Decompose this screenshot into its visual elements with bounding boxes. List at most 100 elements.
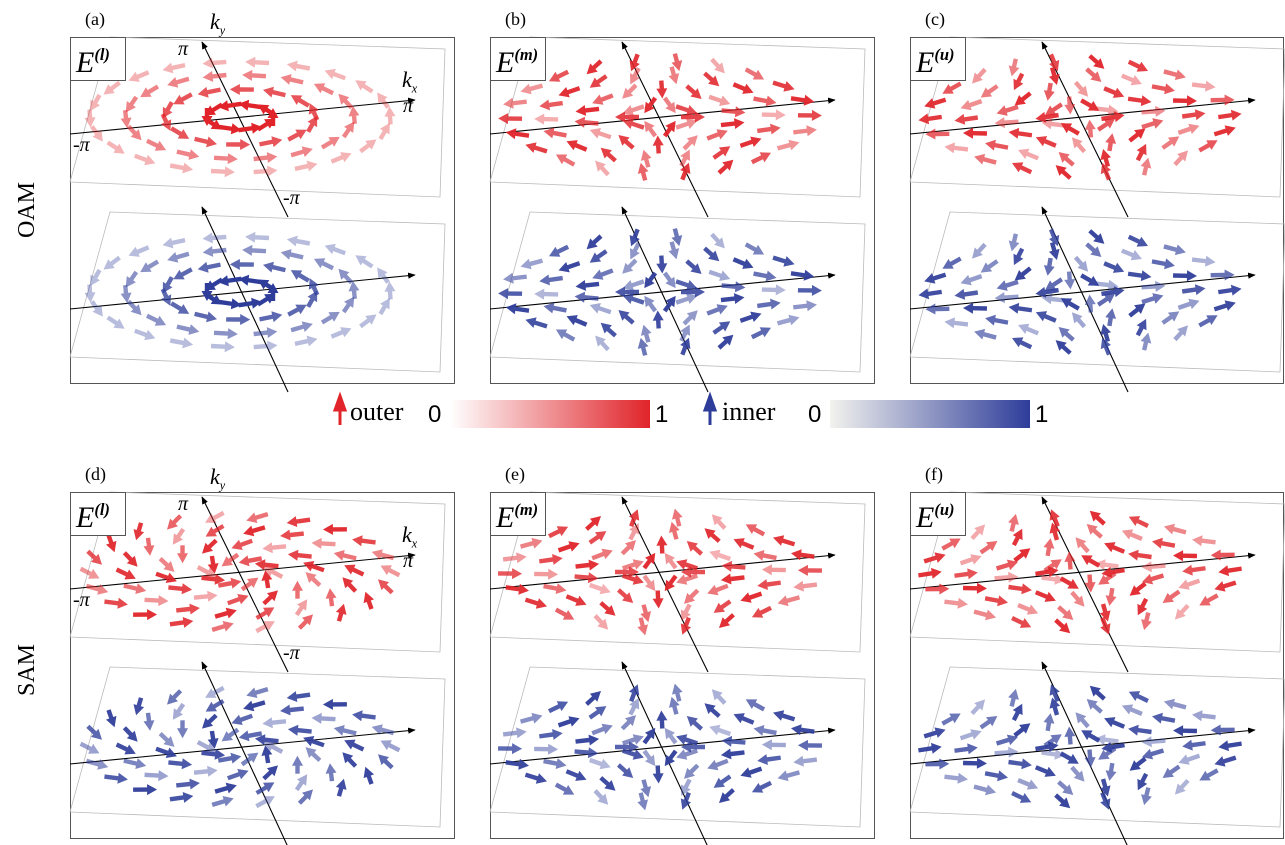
arrow xyxy=(144,770,168,781)
panel-label: (e) xyxy=(505,464,525,485)
arrow xyxy=(740,137,762,148)
arrow xyxy=(159,557,175,572)
arrow xyxy=(1013,723,1030,737)
arrow xyxy=(944,773,968,784)
arrow xyxy=(336,779,347,797)
arrow xyxy=(163,63,186,74)
arrow xyxy=(1141,333,1152,351)
arrow xyxy=(1060,751,1079,763)
arrow xyxy=(355,255,373,268)
arrow xyxy=(288,550,312,561)
arrow xyxy=(773,535,795,546)
arrow xyxy=(1214,300,1236,311)
arrow xyxy=(239,275,263,286)
arrow xyxy=(592,93,613,104)
arrow xyxy=(116,568,136,580)
arrow xyxy=(719,613,735,628)
arrow xyxy=(798,565,822,576)
arrow xyxy=(622,259,637,274)
arrow xyxy=(653,136,664,154)
arrow xyxy=(974,329,997,340)
arrow xyxy=(1060,576,1079,588)
arrow xyxy=(590,128,612,139)
arrow xyxy=(194,137,217,148)
energy-label-base: E xyxy=(915,501,934,534)
arrow xyxy=(924,727,946,738)
arrow xyxy=(656,536,667,554)
arrow xyxy=(918,568,942,579)
arrow xyxy=(941,714,960,726)
arrow xyxy=(1142,561,1166,572)
arrow xyxy=(1121,74,1142,86)
arrow xyxy=(594,614,609,630)
arrow xyxy=(378,579,394,594)
arrow xyxy=(1087,699,1103,714)
arrow xyxy=(960,729,982,740)
legend-arrow xyxy=(335,396,345,425)
arrow xyxy=(336,604,347,622)
arrow xyxy=(1192,535,1216,546)
arrow xyxy=(733,257,754,269)
arrow xyxy=(1044,83,1055,101)
arrow xyxy=(203,246,227,257)
arrow xyxy=(707,584,728,596)
arrow xyxy=(295,774,307,791)
arrow xyxy=(1054,618,1070,633)
energy-label-base: E xyxy=(915,46,934,79)
arrow xyxy=(656,711,667,729)
energy-label-script: (m) xyxy=(514,45,538,64)
arrow xyxy=(342,577,357,593)
arrow xyxy=(144,595,168,606)
arrow xyxy=(215,608,237,619)
arrow xyxy=(558,541,580,552)
arrow xyxy=(981,259,999,272)
arrow xyxy=(359,139,376,153)
arrow xyxy=(241,578,259,592)
arrow xyxy=(1014,73,1025,90)
arrow xyxy=(205,511,225,523)
arrow xyxy=(1057,605,1073,620)
arrow xyxy=(202,539,218,554)
arrow xyxy=(287,305,307,317)
arrow xyxy=(714,775,732,788)
arrow xyxy=(226,139,250,150)
arrow xyxy=(1056,165,1072,180)
arrow xyxy=(1070,591,1084,607)
arrow xyxy=(295,336,318,347)
arrow xyxy=(1085,574,1096,592)
arrow xyxy=(1090,686,1106,701)
arrow xyxy=(543,758,566,769)
arrow xyxy=(1009,128,1033,139)
arrow xyxy=(1163,765,1181,778)
arrow xyxy=(1136,319,1147,336)
arrow xyxy=(359,314,376,328)
arrow xyxy=(599,776,615,791)
arrow xyxy=(589,706,607,719)
arrow xyxy=(924,273,946,284)
arrow xyxy=(321,312,340,325)
arrow xyxy=(326,588,337,606)
arrow xyxy=(587,59,603,74)
kx-axis xyxy=(910,730,1255,764)
arrow xyxy=(793,300,817,311)
arrow xyxy=(1064,96,1075,114)
arrow xyxy=(944,142,968,153)
arrow xyxy=(1106,588,1117,606)
arrow xyxy=(306,572,322,587)
arrow xyxy=(176,604,200,615)
colorbar-min: 0 xyxy=(428,401,441,428)
arrow xyxy=(643,553,656,570)
arrow xyxy=(1129,516,1149,528)
arrow xyxy=(721,749,745,760)
arrow xyxy=(1008,689,1019,707)
arrow xyxy=(173,703,185,720)
arrow xyxy=(1087,524,1103,539)
arrow xyxy=(321,137,340,150)
arrow xyxy=(1173,150,1188,166)
arrow xyxy=(1175,779,1190,795)
arrow xyxy=(773,710,795,721)
arrow xyxy=(705,703,721,718)
arrow xyxy=(194,766,218,777)
arrow xyxy=(1141,118,1163,129)
arrow xyxy=(146,314,166,326)
